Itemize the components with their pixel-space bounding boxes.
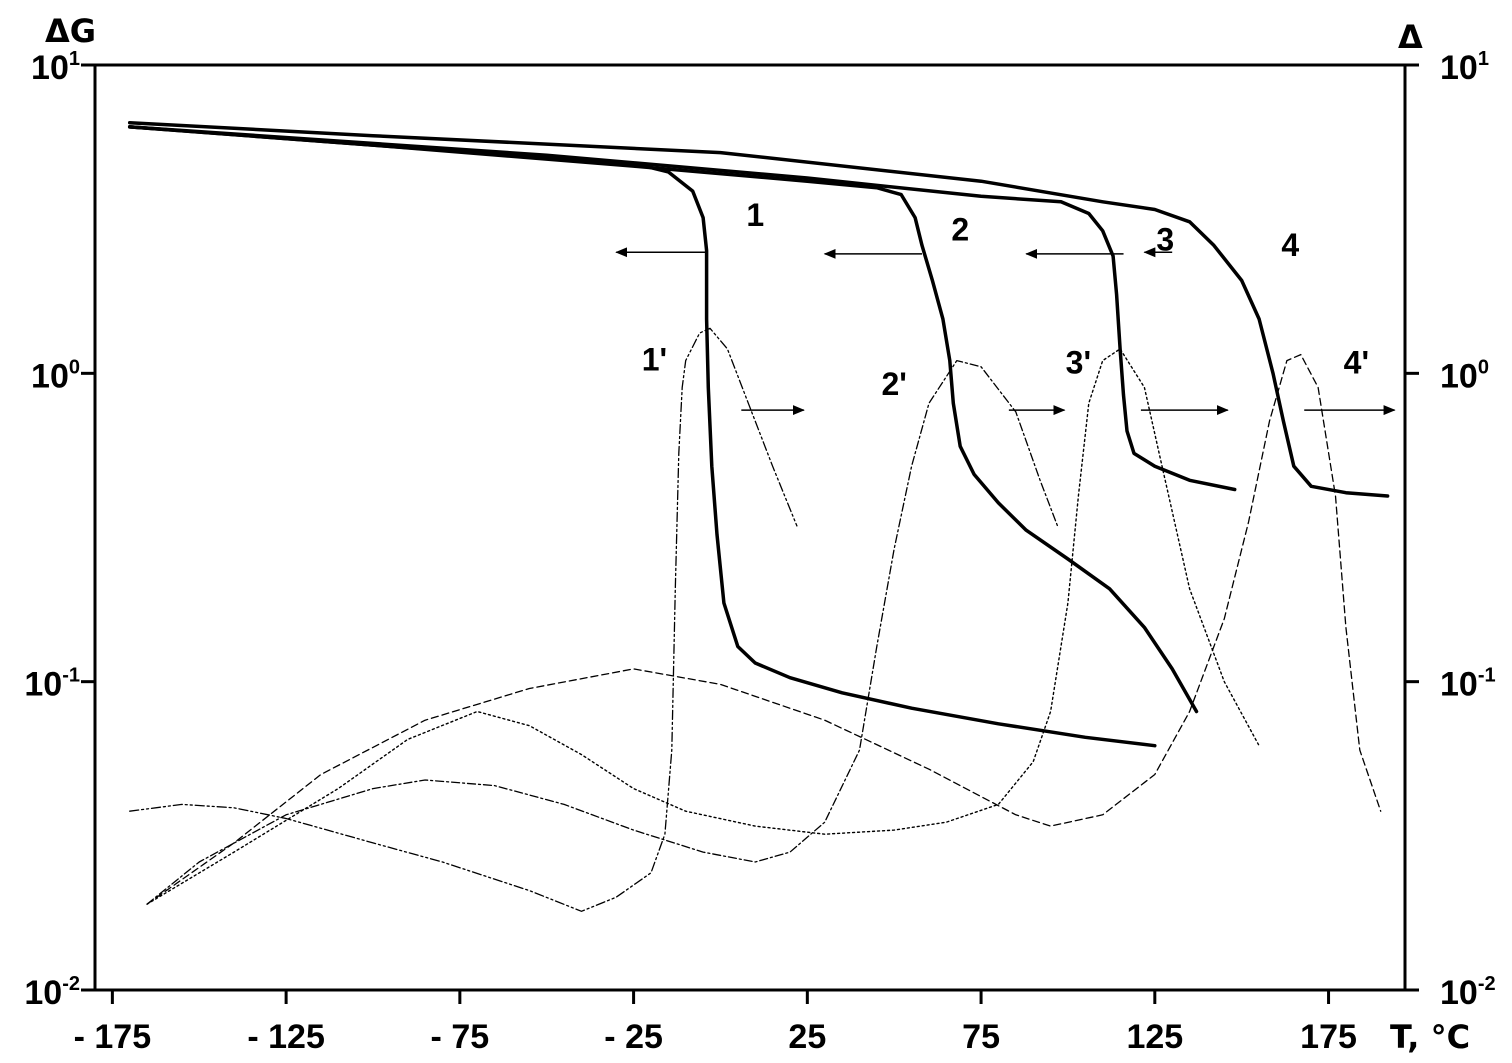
series-line-2 [127, 125, 1199, 714]
series-line-2p [146, 359, 1059, 905]
y-right-tick-label: 10-2 [1440, 973, 1496, 1012]
x-tick-label: - 175 [74, 1018, 152, 1056]
axis-labels: ΔG Δ T, °C [45, 12, 1470, 1056]
y-left-tick-label: 10-2 [24, 973, 80, 1012]
series-line-1 [127, 125, 1157, 748]
series-line-3p [146, 348, 1260, 905]
series-line-4 [127, 120, 1390, 498]
curve-label: 3' [1066, 344, 1091, 380]
y-left-tick-label: 100 [31, 356, 80, 395]
ticks: - 175 - 125 - 75 - 25 25 75 125 175 10-2 10-1 100 1… [24, 48, 1495, 1056]
y-left-axis-title: ΔG [45, 12, 96, 50]
series-line-4p [146, 353, 1382, 905]
x-tick-label: 175 [1300, 1018, 1357, 1056]
y-right-tick-label: 101 [1440, 48, 1489, 87]
x-tick-label: 25 [788, 1018, 826, 1056]
x-tick-label: 75 [962, 1018, 1000, 1056]
y-left-tick-label: 10-1 [24, 665, 80, 704]
plot-frame [93, 63, 1407, 992]
series-line-3 [127, 125, 1237, 492]
curve-label: 1 [746, 197, 764, 233]
curve-label: 2 [951, 211, 969, 247]
x-tick-label: - 75 [431, 1018, 490, 1056]
curve-labels-group: 1 2 3 4 1' 2' 3' 4' [642, 197, 1369, 402]
series-line-1p [129, 327, 798, 912]
y-right-axis-title: Δ [1398, 18, 1423, 56]
curve-label: 3 [1156, 222, 1174, 258]
x-tick-label: 125 [1126, 1018, 1183, 1056]
curve-label: 4' [1344, 344, 1369, 380]
curve-label: 2' [882, 366, 907, 402]
x-axis-title: T, °C [1390, 1018, 1470, 1056]
series-group [127, 120, 1390, 912]
y-right-tick-label: 100 [1440, 356, 1489, 395]
y-right-tick-label: 10-1 [1440, 665, 1496, 704]
x-tick-label: - 25 [604, 1018, 663, 1056]
arrows-group [615, 247, 1396, 416]
x-tick-label: - 125 [247, 1018, 325, 1056]
curve-label: 1' [642, 342, 667, 378]
y-left-tick-label: 101 [31, 48, 80, 87]
curve-label: 4 [1281, 227, 1299, 263]
